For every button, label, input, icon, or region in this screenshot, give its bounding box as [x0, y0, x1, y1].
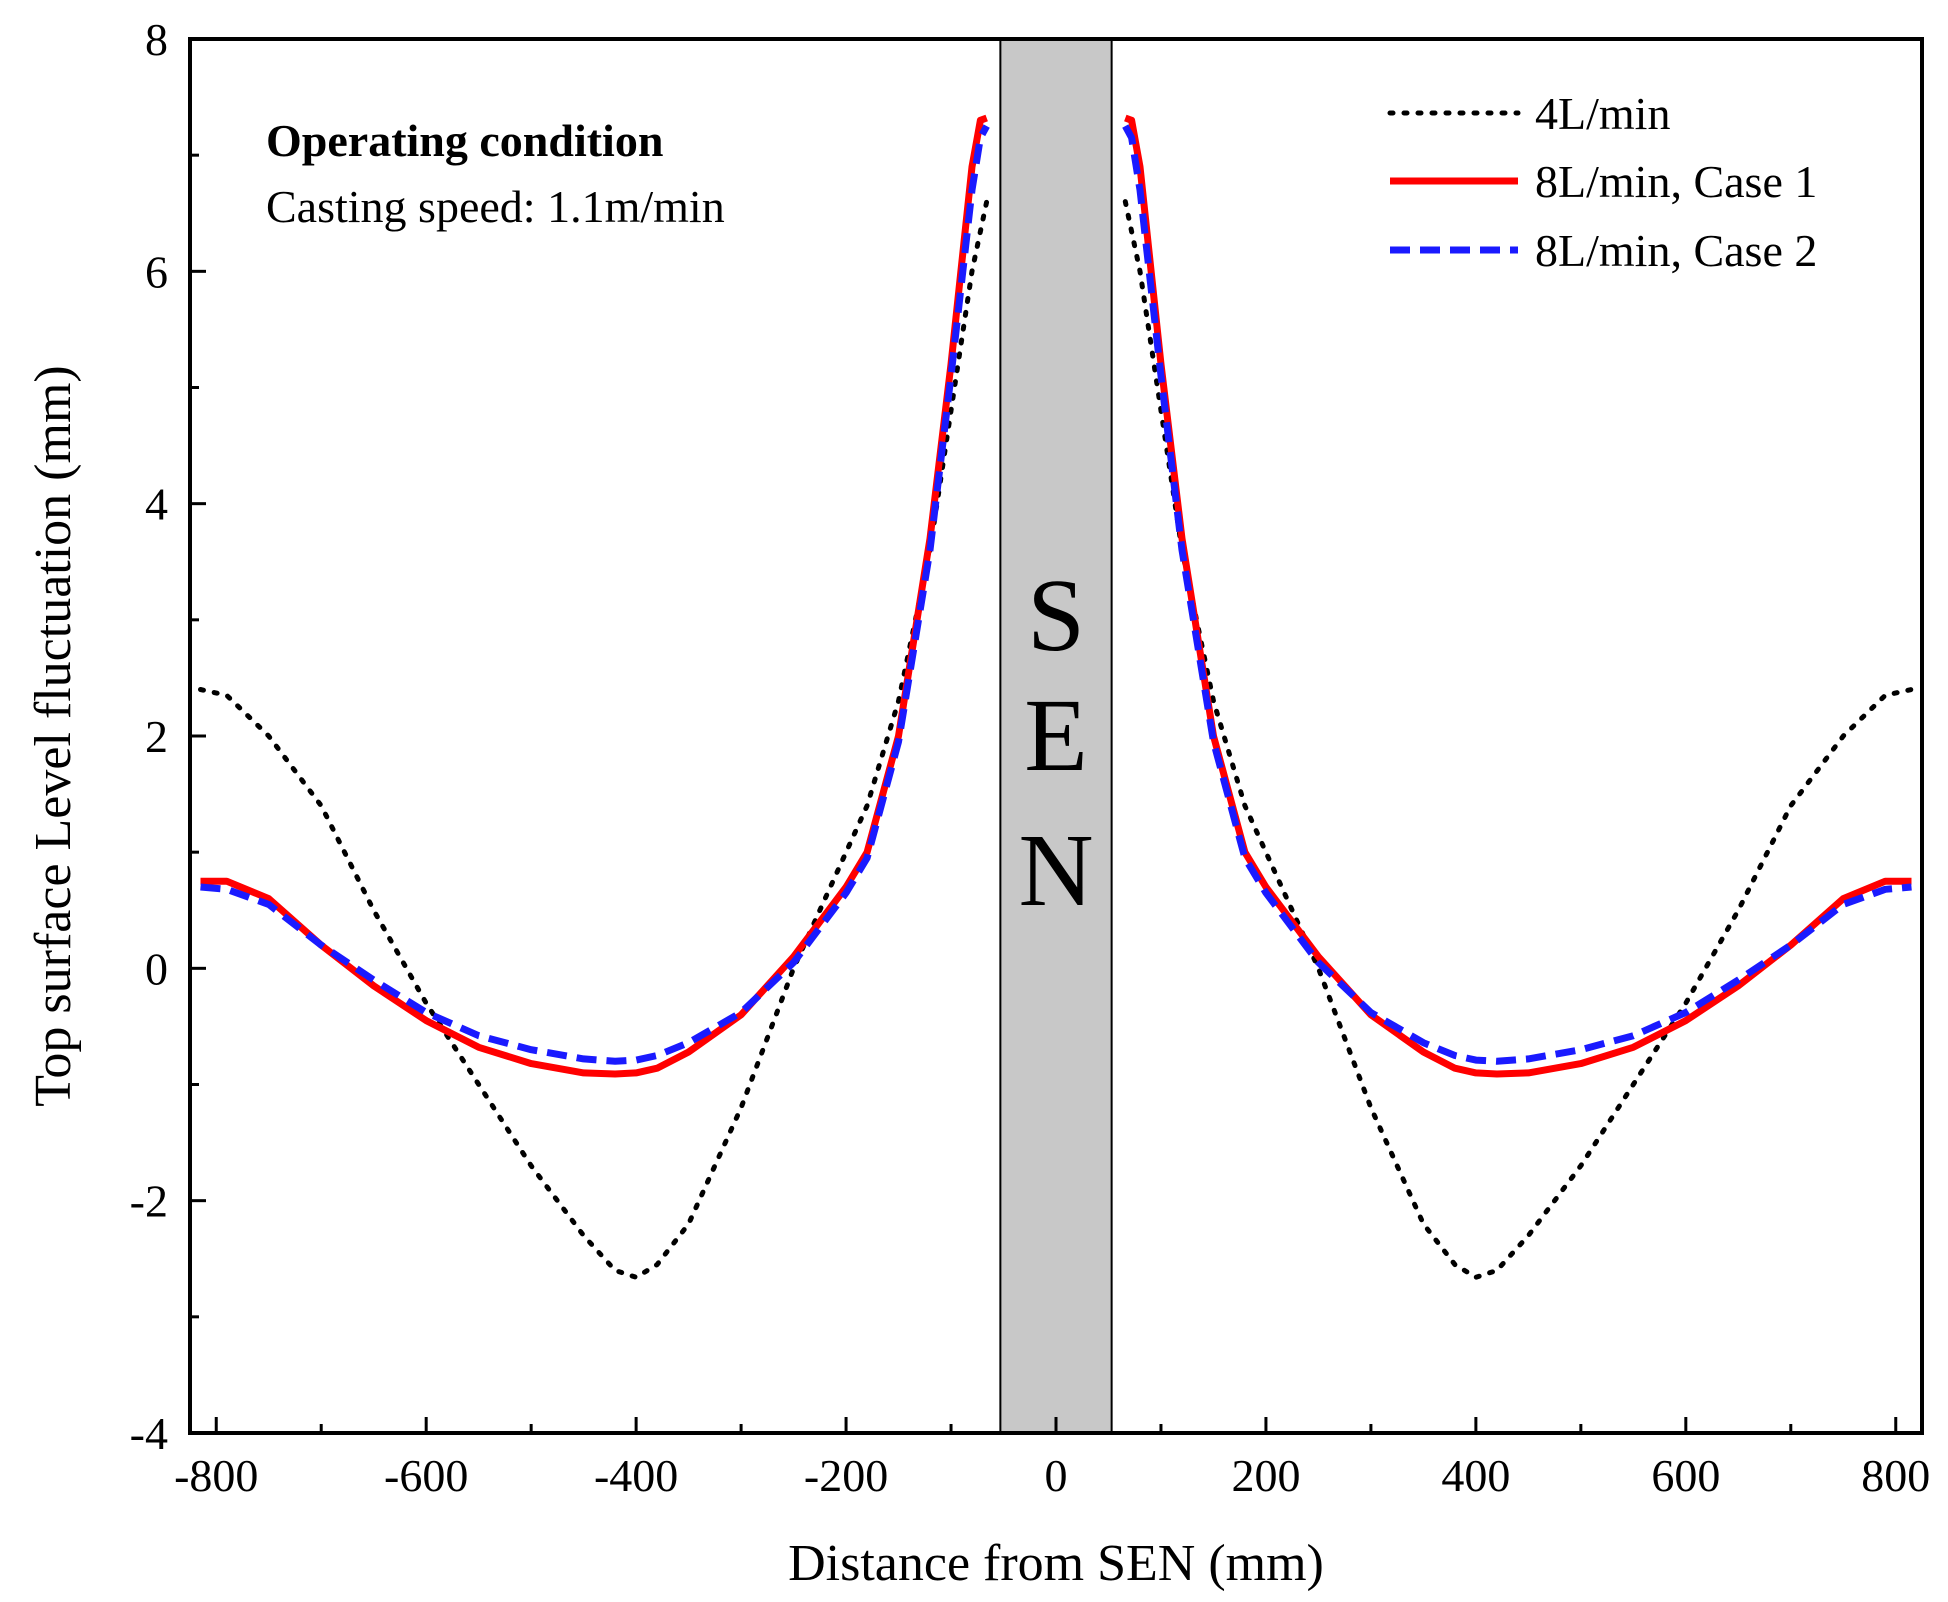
- y-tick-label: 0: [145, 943, 168, 994]
- x-tick-label: -400: [594, 1450, 678, 1501]
- annotation-title: Operating condition: [266, 115, 663, 166]
- x-tick-label: -200: [804, 1450, 888, 1501]
- series-layer: [198, 114, 1914, 1280]
- x-tick-label: 600: [1651, 1450, 1720, 1501]
- legend-label-1: 4L/min: [1535, 88, 1670, 139]
- series-line-1: [198, 199, 1914, 1280]
- y-tick-label: 2: [145, 711, 168, 762]
- y-tick-label: -4: [130, 1408, 168, 1459]
- sen-letter-n: N: [1018, 813, 1093, 928]
- sen-letter-s: S: [1027, 558, 1085, 673]
- x-tick-label: 400: [1441, 1450, 1510, 1501]
- y-axis-ticks: -4 -2 0 2 4 6 8: [130, 14, 206, 1459]
- y-tick-label: 6: [145, 246, 168, 297]
- sen-region: [999, 38, 1113, 1434]
- x-axis-ticks: -800 -600 -400 -200 0 200 400 600 800: [174, 1417, 1930, 1501]
- sen-letter-e: E: [1024, 678, 1088, 793]
- legend: 4L/min 8L/min, Case 1 8L/min, Case 2: [1387, 88, 1817, 276]
- x-tick-label: -800: [174, 1450, 258, 1501]
- x-tick-label: 200: [1231, 1450, 1300, 1501]
- series-line-3: [200, 124, 1912, 1065]
- y-tick-label: 8: [145, 14, 168, 65]
- y-tick-label: -2: [130, 1176, 168, 1227]
- annotation-text: Casting speed: 1.1m/min: [266, 181, 725, 232]
- x-tick-label: -600: [384, 1450, 468, 1501]
- y-axis-title: Top surface Level fluctuation (mm): [25, 365, 82, 1106]
- legend-label-3: 8L/min, Case 2: [1535, 225, 1817, 276]
- legend-label-2: 8L/min, Case 1: [1535, 156, 1817, 207]
- y-tick-label: 4: [145, 479, 168, 530]
- x-tick-label: 800: [1861, 1450, 1930, 1501]
- x-tick-label: 0: [1045, 1450, 1068, 1501]
- x-axis-title: Distance from SEN (mm): [788, 1535, 1324, 1592]
